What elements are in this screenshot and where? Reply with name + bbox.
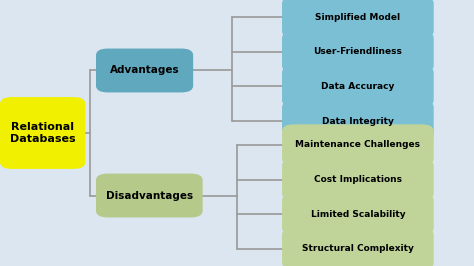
Text: Cost Implications: Cost Implications	[314, 175, 402, 184]
Text: Structural Complexity: Structural Complexity	[302, 244, 414, 253]
Text: Data Integrity: Data Integrity	[322, 117, 394, 126]
Text: Limited Scalability: Limited Scalability	[310, 210, 405, 219]
FancyBboxPatch shape	[282, 0, 434, 38]
FancyBboxPatch shape	[96, 48, 193, 93]
Text: Advantages: Advantages	[110, 65, 179, 76]
Text: Simplified Model: Simplified Model	[315, 13, 401, 22]
Text: Maintenance Challenges: Maintenance Challenges	[295, 140, 420, 149]
FancyBboxPatch shape	[282, 124, 434, 165]
FancyBboxPatch shape	[282, 194, 434, 235]
FancyBboxPatch shape	[282, 159, 434, 200]
FancyBboxPatch shape	[0, 97, 85, 169]
FancyBboxPatch shape	[96, 174, 202, 218]
FancyBboxPatch shape	[282, 101, 434, 142]
Text: Data Accuracy: Data Accuracy	[321, 82, 394, 91]
FancyBboxPatch shape	[282, 66, 434, 107]
FancyBboxPatch shape	[282, 228, 434, 266]
Text: Disadvantages: Disadvantages	[106, 190, 193, 201]
Text: User-Friendliness: User-Friendliness	[313, 47, 402, 56]
FancyBboxPatch shape	[282, 31, 434, 72]
Text: Relational
Databases: Relational Databases	[10, 122, 75, 144]
